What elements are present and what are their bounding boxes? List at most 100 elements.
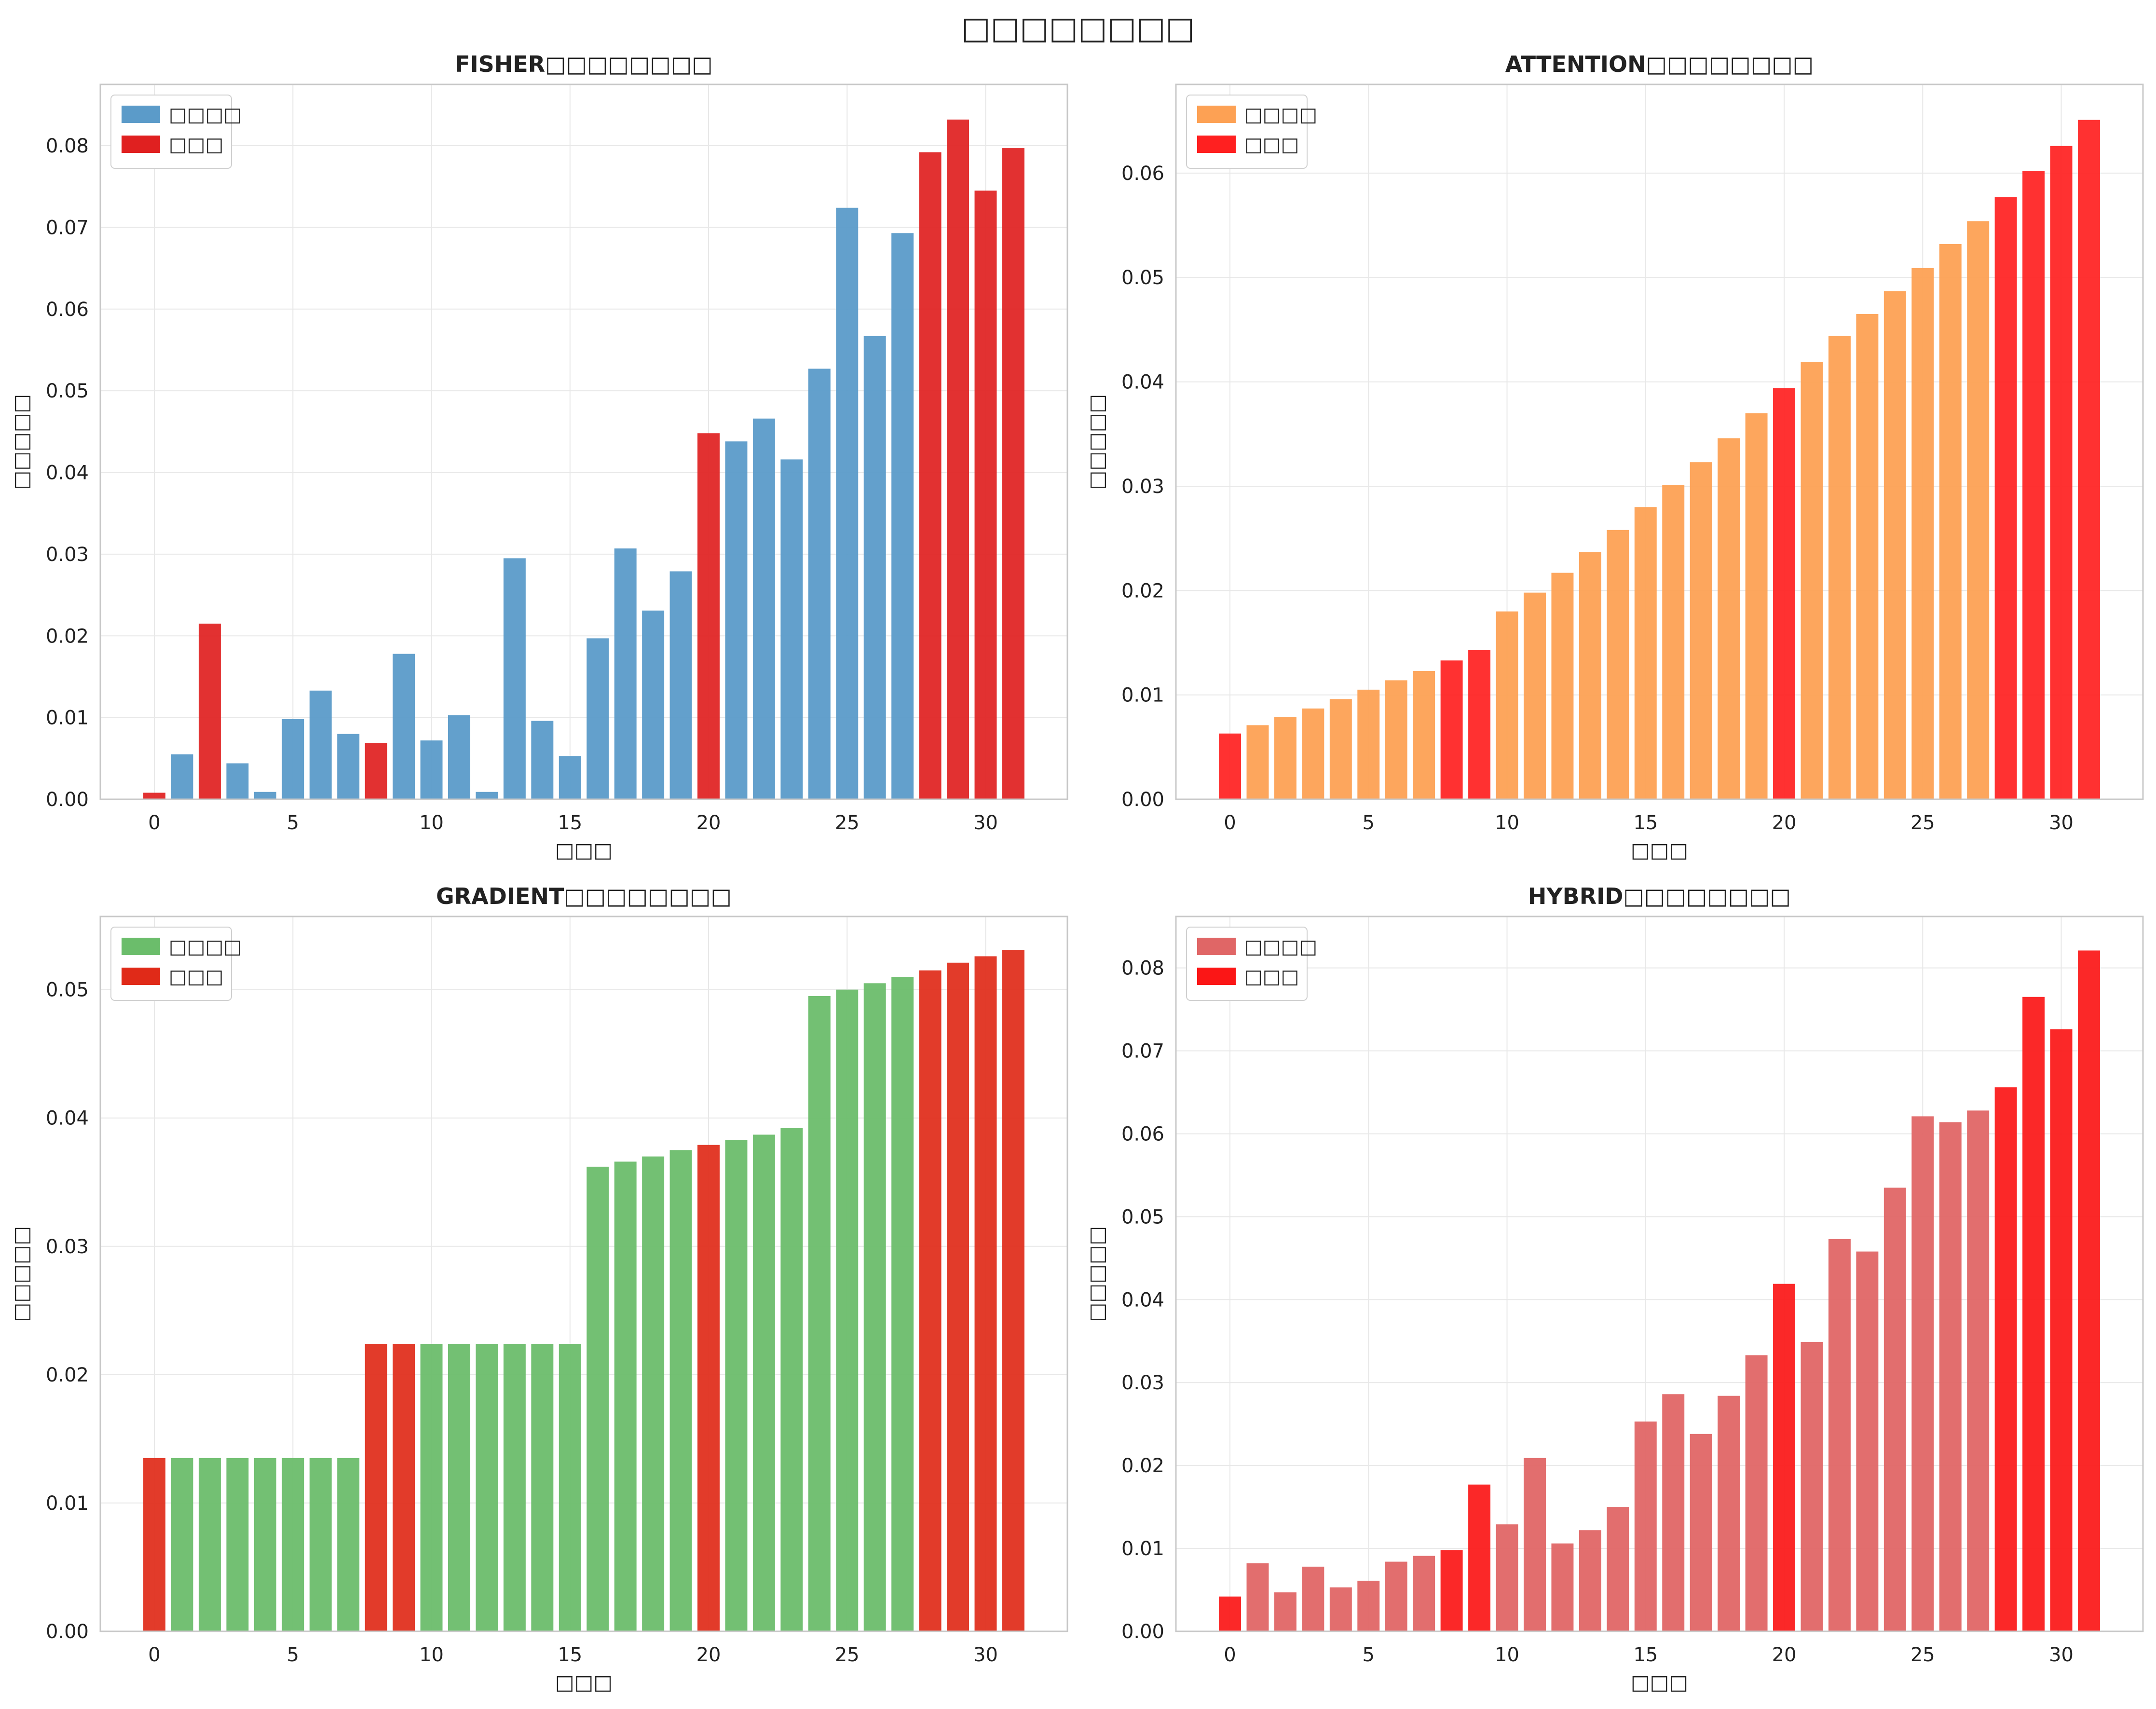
bar-selected — [919, 152, 942, 800]
bar-selected — [697, 1145, 720, 1631]
bar-selected — [1219, 1596, 1242, 1631]
bar — [559, 1344, 581, 1631]
bar — [531, 1344, 554, 1631]
x-axis-label: □□□ — [555, 1670, 613, 1694]
bar — [420, 1344, 443, 1631]
bar — [891, 977, 914, 1631]
x-tick-label: 5 — [287, 812, 299, 834]
bar — [669, 571, 692, 799]
bar-selected — [2022, 171, 2045, 799]
bar — [780, 459, 803, 799]
chart-panel: 0.000.010.020.030.040.050 5 10 15 20 25 30□□□□… — [9, 883, 1068, 1694]
x-tick-label: 15 — [1633, 1644, 1658, 1666]
bar — [642, 1156, 665, 1631]
x-tick-label: 20 — [696, 1644, 721, 1666]
bar — [1856, 1251, 1879, 1631]
legend-label-base: □□□□ — [169, 936, 242, 958]
bar — [254, 792, 276, 799]
bar — [1329, 699, 1352, 799]
bar-selected — [919, 970, 942, 1631]
bar — [1690, 1434, 1712, 1631]
x-axis-label: □□□ — [555, 838, 613, 862]
bar — [891, 233, 914, 800]
y-tick-label: 0.00 — [46, 789, 89, 811]
y-tick-label: 0.03 — [1121, 1372, 1164, 1394]
chart-title: ATTENTION□□□□□□□□ — [1505, 51, 1814, 77]
x-tick-label: 15 — [558, 812, 582, 834]
y-tick-label: 0.04 — [46, 1107, 89, 1130]
x-tick-label: 5 — [287, 1644, 299, 1666]
bar — [171, 754, 193, 799]
y-tick-label: 0.04 — [1121, 371, 1164, 394]
bar — [1274, 1592, 1296, 1631]
x-tick-label: 10 — [419, 1644, 444, 1666]
legend-swatch-selected — [122, 136, 160, 153]
figure-title: □□□□□□□□ — [961, 11, 1195, 46]
bar — [1911, 268, 1934, 800]
bar — [1883, 291, 1906, 799]
y-axis-label: □□□□□ — [1085, 1226, 1108, 1322]
x-tick-label: 30 — [973, 812, 998, 834]
x-tick-label: 15 — [558, 1644, 582, 1666]
bar — [1634, 1422, 1657, 1631]
bar — [1745, 1355, 1768, 1631]
legend: □□□□□□□ — [1186, 95, 1317, 169]
x-tick-label: 0 — [148, 812, 160, 834]
x-tick-label: 10 — [1495, 1644, 1519, 1666]
bar — [198, 1458, 221, 1631]
legend-swatch-base — [122, 938, 160, 955]
bar-selected — [697, 433, 720, 799]
bar-selected — [1468, 1484, 1491, 1631]
y-tick-label: 0.07 — [46, 217, 89, 239]
x-tick-label: 30 — [2049, 1644, 2074, 1666]
x-tick-label: 20 — [1772, 812, 1797, 834]
x-tick-label: 5 — [1363, 812, 1375, 834]
y-tick-label: 0.03 — [46, 544, 89, 566]
bar — [1385, 680, 1407, 799]
bar — [1496, 1524, 1518, 1631]
bar — [226, 763, 249, 799]
y-tick-label: 0.06 — [1121, 1123, 1164, 1145]
bar — [531, 721, 554, 799]
y-tick-label: 0.00 — [46, 1621, 89, 1643]
legend-swatch-selected — [122, 968, 160, 985]
x-tick-label: 10 — [419, 812, 444, 834]
bar-selected — [393, 1344, 415, 1631]
bar — [282, 719, 304, 799]
y-tick-label: 0.08 — [46, 135, 89, 157]
bar-selected — [1440, 660, 1463, 799]
bar — [559, 756, 581, 799]
bar — [863, 983, 886, 1631]
x-tick-label: 25 — [1910, 1644, 1935, 1666]
x-tick-label: 0 — [1224, 812, 1236, 834]
bar — [309, 690, 332, 799]
bar — [1329, 1587, 1352, 1631]
bar — [1856, 314, 1879, 799]
bar — [863, 336, 886, 799]
bar-selected — [1468, 650, 1491, 799]
y-tick-label: 0.00 — [1121, 1621, 1164, 1643]
x-tick-label: 10 — [1495, 812, 1519, 834]
chart-panel: 0.00 0.01 0.02 0.03 0.04 0.05 0.06 0.07 0.08 0 5 10… — [9, 51, 1068, 862]
bar — [1523, 592, 1546, 799]
axes-frame — [99, 83, 1068, 800]
x-tick-label: 5 — [1363, 1644, 1375, 1666]
bar — [752, 418, 775, 799]
bar — [393, 654, 415, 799]
legend-swatch-selected — [1197, 968, 1236, 985]
axes-frame — [1175, 83, 2144, 800]
axes-frame — [99, 916, 1068, 1632]
y-tick-label: 0.08 — [1121, 957, 1164, 980]
bar — [1357, 1581, 1380, 1631]
chart-panel: 0.00 0.01 0.02 0.03 0.04 0.05 0.06 0 5 10 15 20 25 30… — [1085, 51, 2144, 862]
x-tick-label: 25 — [835, 1644, 860, 1666]
bar-selected — [143, 793, 166, 799]
bar — [836, 989, 859, 1631]
legend-label-base: □□□□ — [1244, 936, 1317, 958]
bar — [337, 1458, 360, 1631]
bar — [226, 1458, 249, 1631]
bar — [587, 1166, 609, 1631]
y-tick-label: 0.05 — [1121, 1206, 1164, 1228]
bar — [1939, 1122, 1962, 1631]
bar — [1690, 462, 1712, 799]
